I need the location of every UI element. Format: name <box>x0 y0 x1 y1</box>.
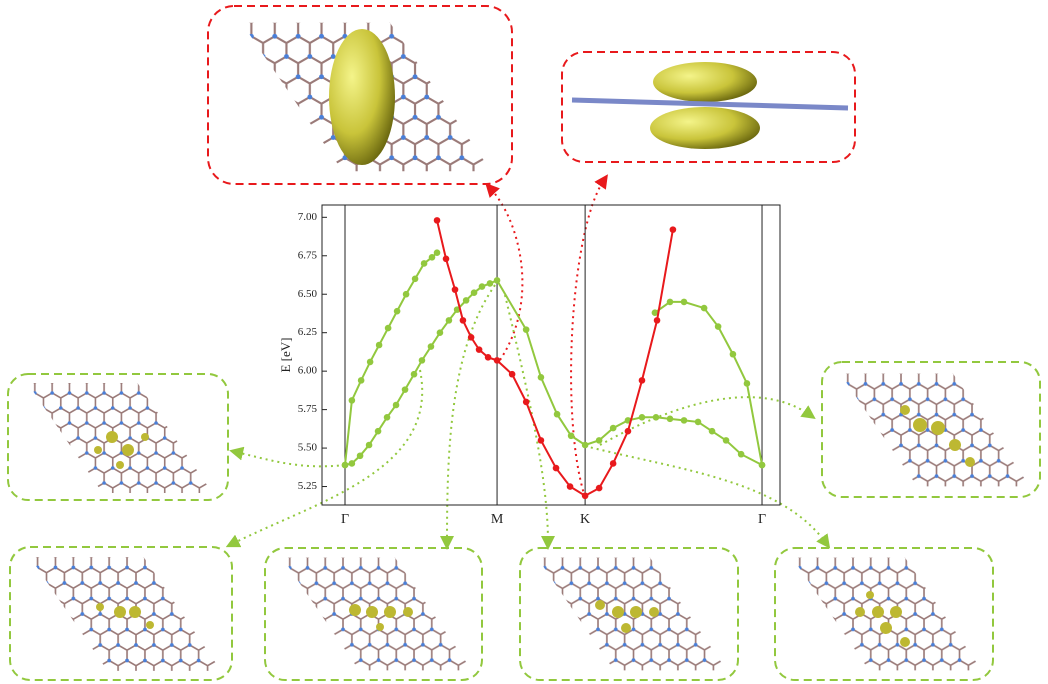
point <box>714 323 722 330</box>
point <box>595 437 603 444</box>
green-panel-art <box>27 373 1030 671</box>
point <box>374 427 382 435</box>
y-tick-label: 5.25 <box>298 480 318 492</box>
point <box>700 304 708 312</box>
point <box>433 249 441 256</box>
x-tick-label: K <box>580 512 590 527</box>
point <box>493 277 501 284</box>
point <box>566 483 574 490</box>
y-tick-label: 6.75 <box>298 249 318 261</box>
point <box>436 329 444 336</box>
point <box>694 418 702 426</box>
point <box>410 370 418 378</box>
point <box>624 427 632 435</box>
red-panel-art <box>241 22 849 172</box>
point <box>384 324 392 332</box>
point <box>609 424 617 432</box>
point <box>383 414 391 421</box>
point <box>680 298 688 306</box>
point <box>375 341 383 349</box>
point <box>418 357 426 364</box>
point <box>653 317 661 324</box>
point <box>478 283 486 290</box>
y-tick-label: 7.00 <box>298 211 318 223</box>
x-tick-label: Γ <box>758 512 766 527</box>
point <box>411 275 419 283</box>
point <box>392 401 400 409</box>
point <box>666 298 674 306</box>
point <box>537 437 545 444</box>
point <box>669 226 677 233</box>
point <box>428 254 436 261</box>
point <box>401 386 409 393</box>
point <box>722 437 730 444</box>
point <box>451 286 459 293</box>
point <box>553 410 561 418</box>
point <box>357 377 365 384</box>
point <box>445 317 453 324</box>
point <box>652 414 660 421</box>
point <box>638 414 646 421</box>
point <box>522 326 530 333</box>
point <box>484 354 492 361</box>
y-tick-label: 6.25 <box>298 326 318 338</box>
y-tick-label: 5.75 <box>298 403 318 415</box>
point <box>638 377 646 384</box>
point <box>743 380 751 387</box>
series-line <box>436 220 674 497</box>
point <box>427 343 435 350</box>
point <box>393 307 401 315</box>
point <box>365 441 373 449</box>
point <box>493 357 501 364</box>
point <box>651 309 659 316</box>
point <box>737 450 745 458</box>
point <box>609 460 617 467</box>
point <box>348 397 356 404</box>
y-tick-label: 6.50 <box>298 288 318 300</box>
green-panels <box>7 361 1041 681</box>
point <box>433 217 441 224</box>
point <box>470 289 478 296</box>
point <box>522 398 530 406</box>
y-tick-label: 6.00 <box>298 365 318 377</box>
point <box>680 417 688 424</box>
point <box>508 370 516 378</box>
point <box>459 317 467 324</box>
connector-arrows <box>225 174 831 550</box>
plot-frame <box>321 204 781 506</box>
series-line <box>344 279 763 466</box>
point <box>666 415 674 423</box>
plot: 5.25 5.50 5.75 6.00 6.25 6.50 6.75 7.00 Γ M K Γ <box>298 205 766 527</box>
point <box>442 255 450 263</box>
point <box>581 441 589 449</box>
point <box>467 334 475 341</box>
point <box>552 464 560 472</box>
point <box>341 461 349 469</box>
point <box>402 290 410 298</box>
point <box>537 374 545 381</box>
point <box>366 358 374 366</box>
point <box>567 432 575 440</box>
point <box>462 297 470 304</box>
point <box>475 346 483 353</box>
y-tick-label: 5.50 <box>298 442 318 454</box>
point <box>486 280 494 287</box>
point <box>356 452 364 460</box>
point <box>348 460 356 467</box>
red-panels <box>207 5 856 185</box>
y-axis-label: E [eV] <box>278 337 293 372</box>
x-tick-label: M <box>491 512 504 527</box>
point <box>758 461 766 469</box>
point <box>595 484 603 492</box>
point <box>581 492 589 500</box>
x-tick-label: Γ <box>341 512 349 527</box>
point <box>729 350 737 358</box>
point <box>708 427 716 435</box>
point <box>420 260 428 267</box>
